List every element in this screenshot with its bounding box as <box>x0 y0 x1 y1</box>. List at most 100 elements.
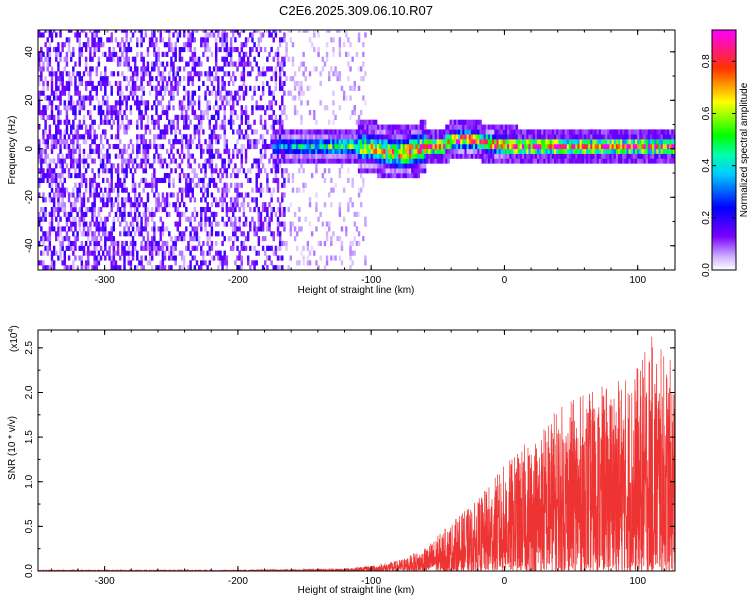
spectrogram-cell <box>394 143 397 150</box>
spectrogram-cell <box>200 110 203 116</box>
spectrogram-cell <box>490 124 493 130</box>
spectrogram-cell <box>142 76 145 82</box>
spectrogram-cell <box>38 240 41 247</box>
spectrogram-cell <box>151 42 154 48</box>
spectrogram-cell <box>101 250 105 256</box>
spectrogram-cell <box>221 42 224 48</box>
spectrogram-cell <box>673 139 675 145</box>
spectrogram-cell <box>278 221 282 227</box>
spectrogram-cell <box>125 56 128 62</box>
spectrogram-cell <box>55 134 58 140</box>
spectrogram-cell <box>323 153 327 159</box>
spectrogram-cell <box>168 182 171 188</box>
spectrogram-cell <box>65 216 69 222</box>
spectrogram-cell <box>449 148 452 154</box>
spectrogram-cell <box>278 85 282 91</box>
spectrogram-cell <box>453 143 457 150</box>
spectrogram-cell <box>142 236 145 242</box>
spectrogram-cell <box>406 143 410 150</box>
spectrogram-cell <box>560 129 563 135</box>
spectrogram-cell <box>74 168 77 174</box>
spectrogram-cell <box>327 143 331 150</box>
spectrogram-cell <box>172 153 175 159</box>
spectrogram-cell <box>347 51 350 57</box>
spectrogram-cell <box>507 143 510 150</box>
spectrogram-cell <box>232 148 235 154</box>
spectrogram-cell <box>656 134 659 140</box>
spectrogram-cell <box>168 265 171 270</box>
spectrogram-cell <box>197 240 201 247</box>
spectrogram-cell <box>193 265 197 270</box>
spectrogram-cell <box>116 216 120 222</box>
spectrogram-cell <box>114 153 118 159</box>
spectrogram-cell <box>182 105 186 111</box>
spectrogram-cell <box>89 148 92 154</box>
spectrogram-cell <box>244 85 248 91</box>
spectrogram-cell <box>99 114 103 120</box>
spectrogram-cell <box>229 197 233 203</box>
spectrogram-cell <box>236 226 239 232</box>
spectrogram-cell <box>617 143 621 150</box>
spectrogram-cell <box>603 129 606 135</box>
spectrogram-cell <box>404 173 408 179</box>
spectrogram-cell <box>127 42 130 48</box>
spectrogram-cell <box>594 143 597 150</box>
spectrogram-cell <box>140 114 143 120</box>
spectrogram-cell <box>475 139 478 145</box>
spectrogram-cell <box>332 37 335 43</box>
spectrogram-cell <box>357 148 361 154</box>
spectrogram-cell <box>242 197 246 203</box>
spectrogram-cell <box>364 163 367 169</box>
spectrogram-cell <box>138 231 141 237</box>
spectrogram-cell <box>69 105 73 111</box>
spectrogram-cell <box>364 32 367 38</box>
spectrogram-cell <box>656 153 659 159</box>
spectrogram-cell <box>308 158 312 164</box>
spectrogram-cell <box>200 260 203 266</box>
spectrogram-cell <box>82 197 86 203</box>
spectrogram-cell <box>458 139 461 145</box>
spectrogram-cell <box>353 143 356 150</box>
spectrogram-cell <box>74 134 77 140</box>
spectrogram-cell <box>438 148 442 154</box>
spectrogram-x-label: Height of straight line (km) <box>298 285 415 296</box>
spectrogram-cell <box>170 129 173 135</box>
spectrogram-cell <box>131 255 135 261</box>
spectrogram-cell <box>144 32 148 38</box>
spectrogram-cell <box>50 143 54 150</box>
spectrogram-cell <box>551 153 555 159</box>
spectrogram-cell <box>204 95 207 101</box>
spectrogram-cell <box>172 51 175 57</box>
spectrogram-cell <box>223 187 226 193</box>
spectrogram-cell <box>214 90 218 96</box>
spectrogram-cell <box>93 250 96 256</box>
spectrogram-cell <box>402 153 406 159</box>
spectrogram-cell <box>660 153 664 159</box>
spectrogram-cell <box>48 182 52 188</box>
spectrogram-cell <box>662 148 666 154</box>
spectrogram-cell <box>353 211 356 217</box>
spectrogram-cell <box>223 182 226 188</box>
spectrogram-cell <box>212 177 216 184</box>
spectrogram-cell <box>671 139 674 145</box>
spectrogram-cell <box>332 119 335 125</box>
spectrogram-cell <box>131 32 135 38</box>
spectrogram-cell <box>362 61 365 67</box>
spectrogram-cell <box>588 129 591 135</box>
spectrogram-cell <box>560 153 563 159</box>
spectrogram-cell <box>332 158 335 164</box>
spectrogram-cell <box>67 226 71 232</box>
spectrogram-cell <box>44 76 47 82</box>
spectrogram-cell <box>227 80 231 87</box>
spectrogram-cell <box>110 105 113 111</box>
spectrogram-cell <box>440 134 444 140</box>
spectrogram-cell <box>127 143 130 150</box>
spectrogram-cell <box>212 134 216 140</box>
spectrogram-cell <box>603 134 606 140</box>
spectrogram-cell <box>114 168 118 174</box>
spectrogram-cell <box>161 197 165 203</box>
spectrogram-cell <box>180 158 184 164</box>
spectrogram-cell <box>539 129 542 135</box>
spectrogram-cell <box>526 148 529 154</box>
spectrogram-cell <box>97 221 101 227</box>
